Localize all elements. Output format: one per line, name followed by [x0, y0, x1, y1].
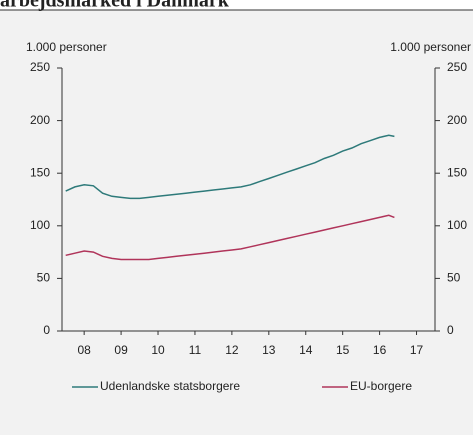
- y2-tick-label: 100: [447, 218, 467, 232]
- y-tick-label: 200: [30, 113, 50, 127]
- y-tick-label: 250: [30, 60, 50, 74]
- y-tick-label: 100: [30, 218, 50, 232]
- y-tick-label: 0: [43, 323, 50, 337]
- y2-tick-label: 250: [447, 60, 467, 74]
- y2-tick-label: 0: [447, 323, 454, 337]
- x-tick-label: 12: [225, 343, 239, 357]
- x-tick-label: 08: [77, 343, 91, 357]
- y2-tick-label: 50: [447, 271, 461, 285]
- x-tick-label: 14: [299, 343, 313, 357]
- legend-label: Udenlandske statsborgere: [100, 379, 240, 393]
- x-tick-label: 09: [114, 343, 128, 357]
- x-tick-label: 10: [151, 343, 165, 357]
- y-tick-label: 150: [30, 165, 50, 179]
- y2-tick-label: 150: [447, 165, 467, 179]
- chart-title: arbejdsmarked i Danmark: [0, 0, 230, 12]
- y2-tick-label: 200: [447, 113, 467, 127]
- x-tick-label: 13: [262, 343, 276, 357]
- legend-label: EU-borgere: [350, 379, 412, 393]
- x-tick-label: 16: [373, 343, 387, 357]
- background: [0, 10, 473, 435]
- line-series: [65, 134, 395, 200]
- x-tick-label: 11: [189, 343, 202, 357]
- y-axis-label: 1.000 personer: [26, 40, 107, 54]
- y2-axis-label: 1.000 personer: [390, 40, 471, 54]
- x-tick-label: 17: [410, 343, 424, 357]
- y-tick-label: 50: [37, 271, 51, 285]
- x-tick-label: 15: [336, 343, 350, 357]
- line-series: [65, 214, 395, 261]
